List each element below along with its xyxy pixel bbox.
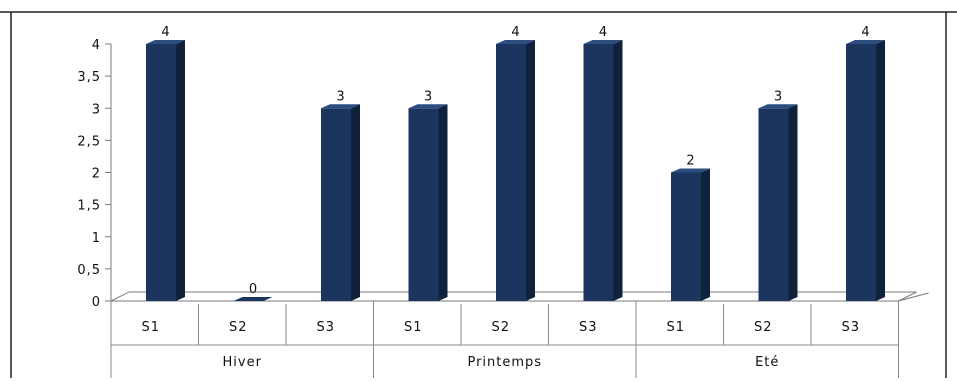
bar-top	[496, 40, 535, 44]
bar-top	[846, 40, 885, 44]
floor-edge-right	[898, 292, 929, 302]
bar	[408, 108, 439, 301]
bar-top	[146, 40, 185, 44]
bar-top	[408, 104, 448, 109]
x-category-label: S2	[229, 320, 248, 335]
bar-top	[758, 104, 798, 109]
x-category-label: S3	[316, 320, 335, 335]
x-group-label: Hiver	[223, 355, 262, 370]
bar-side	[788, 104, 798, 301]
bar-side	[351, 104, 360, 301]
y-tick-label: 1	[92, 231, 101, 246]
data-label: 4	[599, 25, 608, 40]
bar-side	[438, 104, 448, 301]
x-category-label: S2	[491, 320, 510, 335]
y-axis: 0 0,5 1 1,5 2 2,5 3 3,5 4	[77, 38, 112, 310]
y-tick-label: 0,5	[77, 263, 101, 278]
data-label: 2	[686, 154, 695, 169]
data-label: 4	[511, 25, 520, 40]
data-label: 3	[424, 89, 433, 104]
x-category-label: S3	[841, 320, 860, 335]
x-category-label: S1	[141, 320, 160, 335]
bar-side	[176, 40, 185, 301]
x-group-label: Printemps	[467, 355, 542, 370]
data-label: 0	[249, 282, 258, 297]
data-label: 4	[861, 25, 870, 40]
bar	[671, 172, 701, 301]
bar	[758, 108, 789, 301]
chart-frame	[0, 11, 957, 378]
data-label: 3	[336, 89, 345, 104]
y-tick-label: 4	[92, 38, 101, 53]
bar-side	[613, 40, 623, 301]
bar-side	[701, 168, 710, 301]
x-category-label: S1	[404, 320, 423, 335]
bar	[583, 44, 614, 301]
data-labels: 4 0 3 3 4 4 2 3 4	[161, 25, 870, 297]
bar-top	[671, 168, 710, 173]
bar	[233, 297, 273, 301]
data-label: 3	[774, 89, 783, 104]
y-tick-label: 3	[92, 102, 101, 117]
bar	[496, 44, 526, 301]
bars	[146, 40, 885, 301]
bar	[146, 44, 176, 301]
bar	[321, 108, 351, 301]
data-label: 4	[161, 25, 170, 40]
bar-top	[321, 104, 360, 109]
bar-side	[526, 40, 535, 301]
bar	[846, 44, 876, 301]
x-category-label: S1	[666, 320, 685, 335]
y-tick-label: 1,5	[77, 199, 101, 214]
x-category-label: S2	[754, 320, 773, 335]
x-category-label: S3	[579, 320, 598, 335]
bar-top	[583, 40, 623, 44]
y-tick-label: 2,5	[77, 134, 101, 149]
x-axis-table: S1 S2 S3 S1 S2 S3 S1 S2 S3 Hiver Printemps Eté	[110, 301, 899, 378]
y-tick-label: 2	[92, 167, 101, 182]
bar-side	[876, 40, 885, 301]
x-group-label: Eté	[755, 355, 779, 370]
y-tick-label: 3,5	[77, 70, 101, 85]
y-tick-label: 0	[92, 295, 101, 310]
